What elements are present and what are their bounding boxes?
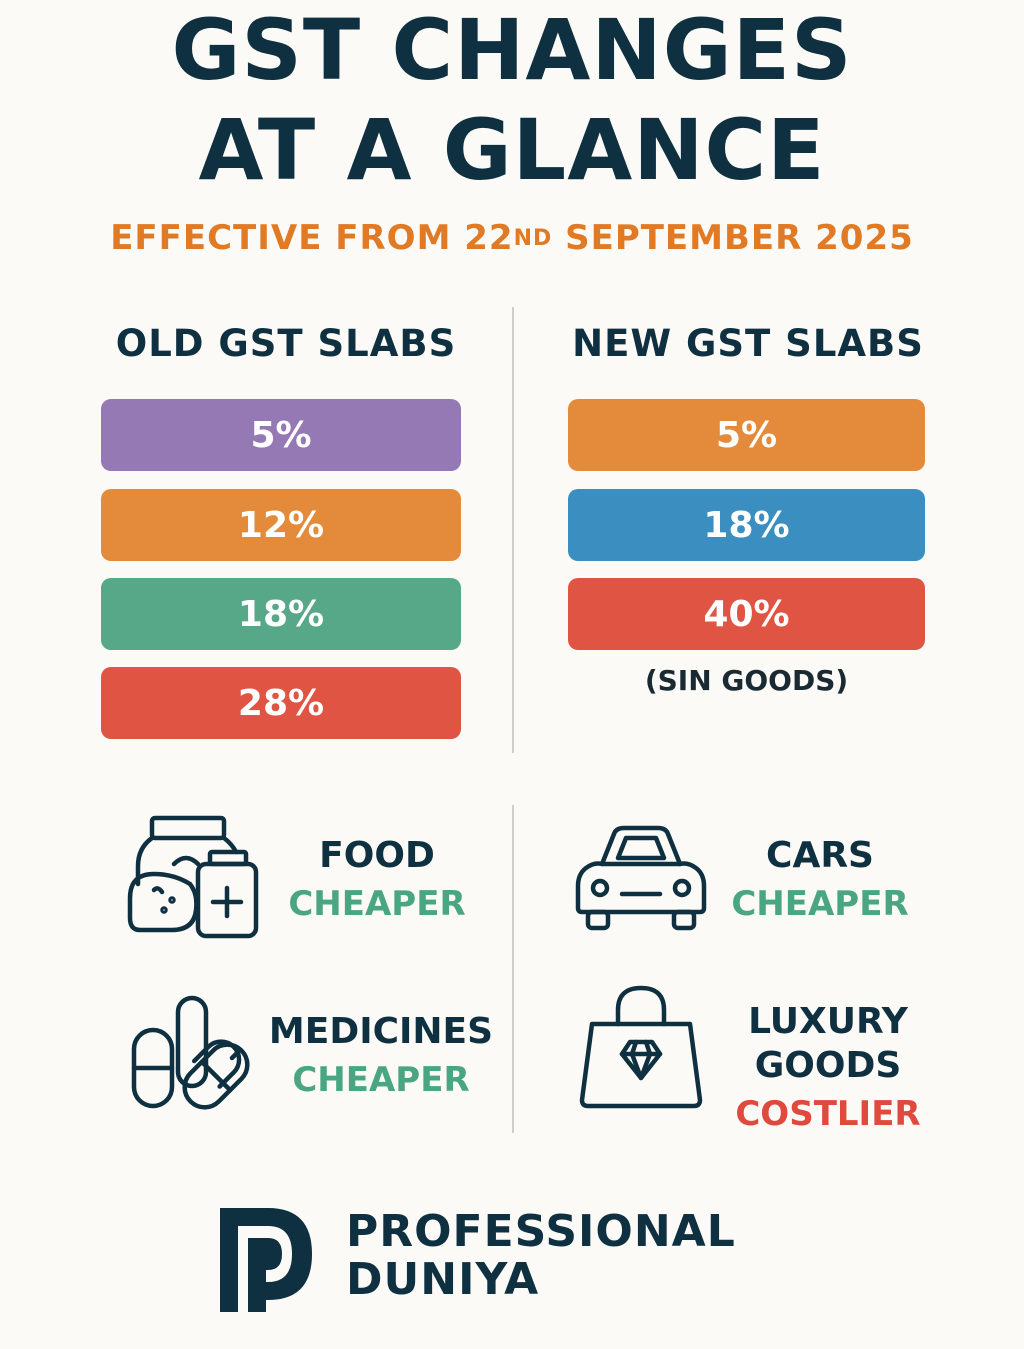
luxury-impact: LUXURY GOODS COSTLIER (726, 1000, 930, 1140)
title-line-2: AT A GLANCE (198, 101, 826, 199)
cars-label: CARS (766, 835, 874, 876)
food-impact: FOOD CHEAPER (262, 834, 492, 930)
new-slabs-heading: NEW GST SLABS (572, 322, 924, 365)
pills-icon (128, 992, 254, 1116)
car-icon (574, 824, 708, 934)
brand-line-1: PROFESSIONAL (346, 1206, 736, 1257)
old-slab-18: 18% (101, 578, 461, 650)
old-slab-28: 28% (101, 667, 461, 739)
old-slab-12: 12% (101, 489, 461, 561)
effective-date-ordinal: ND (513, 226, 553, 251)
title-line-1: GST CHANGES (171, 1, 853, 99)
effective-date: EFFECTIVE FROM 22ND SEPTEMBER 2025 (0, 218, 1024, 258)
impacts-divider (512, 805, 514, 1133)
medicines-impact: MEDICINES CHEAPER (268, 1010, 494, 1106)
effective-date-prefix: EFFECTIVE FROM 22 (110, 218, 514, 258)
old-slab-5: 5% (101, 399, 461, 471)
pd-logo-icon (216, 1208, 314, 1316)
slabs-divider (512, 307, 514, 753)
luxury-label-line1: LUXURY (748, 1001, 908, 1042)
luxury-effect: COSTLIER (735, 1094, 921, 1134)
cars-effect: CHEAPER (731, 884, 909, 924)
sin-goods-note: (SIN GOODS) (644, 664, 849, 697)
grocery-icon (124, 814, 260, 940)
new-slab-18: 18% (568, 489, 925, 561)
luxury-label-line2: GOODS (754, 1045, 902, 1086)
new-slab-40: 40% (568, 578, 925, 650)
brand-line-2: DUNIYA (346, 1254, 540, 1305)
new-slab-5: 5% (568, 399, 925, 471)
effective-date-suffix: SEPTEMBER 2025 (552, 218, 914, 258)
medicines-effect: CHEAPER (292, 1060, 470, 1100)
medicines-label: MEDICINES (268, 1011, 494, 1052)
old-slabs-heading: OLD GST SLABS (115, 322, 457, 365)
food-label: FOOD (319, 835, 435, 876)
brand-name: PROFESSIONAL DUNIYA (346, 1208, 736, 1304)
food-effect: CHEAPER (288, 884, 466, 924)
diamond-bag-icon (578, 984, 704, 1112)
cars-impact: CARS CHEAPER (710, 834, 930, 930)
